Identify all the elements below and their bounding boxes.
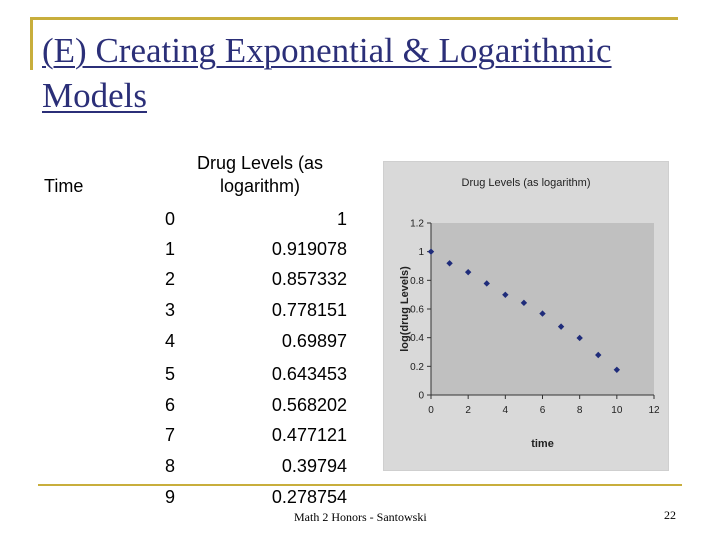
x-axis-label: time bbox=[531, 438, 554, 450]
x-tick-label: 12 bbox=[648, 405, 660, 416]
drug-level-cell: 0.643453 bbox=[271, 364, 347, 384]
drug-column-header: Drug Levels (as logarithm) bbox=[196, 153, 324, 196]
data-point bbox=[483, 280, 490, 287]
time-cell: 8 bbox=[165, 456, 176, 476]
time-cell: 6 bbox=[165, 395, 176, 415]
scatter-chart: Drug Levels (as logarithm) 0 0.2 0.4 0.6 0.8 1… bbox=[383, 161, 669, 471]
y-tick-label: 1.2 bbox=[410, 219, 424, 230]
chart-title: Drug Levels (as logarithm) bbox=[462, 177, 591, 189]
drug-level-cell: 0.857332 bbox=[271, 269, 347, 289]
frame-accent-top bbox=[30, 17, 678, 20]
data-point bbox=[539, 310, 546, 317]
x-tick-label: 10 bbox=[611, 405, 623, 416]
time-cell: 9 bbox=[165, 487, 176, 507]
plot-area bbox=[431, 223, 654, 395]
x-tick-label: 2 bbox=[465, 405, 471, 416]
data-point bbox=[427, 248, 435, 255]
frame-accent-vertical bbox=[30, 17, 33, 70]
drug-level-cell: 0.477121 bbox=[271, 425, 347, 445]
y-tick-label: 0.6 bbox=[410, 305, 424, 316]
y-tick-label: 0.8 bbox=[410, 276, 424, 287]
y-tick-label: 0 bbox=[418, 391, 424, 402]
drug-level-cell: 0.568202 bbox=[271, 395, 347, 415]
time-cell: 4 bbox=[165, 331, 176, 351]
drug-level-cell: 0.919078 bbox=[271, 239, 347, 259]
y-tick-label: 0.2 bbox=[410, 362, 424, 373]
time-cell: 5 bbox=[165, 364, 176, 384]
drug-level-cell: 0.778151 bbox=[271, 300, 347, 320]
x-tick-label: 8 bbox=[577, 405, 583, 416]
x-tick-label: 0 bbox=[428, 405, 434, 416]
data-point bbox=[464, 268, 472, 276]
y-tick-label: 0.4 bbox=[410, 333, 424, 344]
drug-level-cell: 1 bbox=[336, 209, 347, 229]
y-tick-label: 1 bbox=[418, 247, 424, 258]
time-cell: 2 bbox=[165, 269, 176, 289]
time-cell: 0 bbox=[165, 209, 176, 229]
drug-level-cell: 0.39794 bbox=[281, 456, 347, 476]
page-number: 22 bbox=[664, 508, 676, 522]
y-axis-label: log(drug Levels) bbox=[399, 266, 411, 352]
time-column-header: Time bbox=[44, 176, 84, 196]
footer-text: Math 2 Honors - Santowski bbox=[294, 510, 427, 524]
chart-svg: Drug Levels (as logarithm) 0 0.2 0.4 0.6 0.8 1… bbox=[384, 162, 668, 470]
drug-level-cell: 0.69897 bbox=[281, 331, 347, 351]
x-tick-label: 4 bbox=[503, 405, 509, 416]
x-tick-label: 6 bbox=[540, 405, 546, 416]
time-cell: 1 bbox=[165, 239, 176, 259]
time-cell: 7 bbox=[165, 425, 176, 445]
drug-level-cell: 0.278754 bbox=[271, 487, 347, 507]
data-point bbox=[595, 351, 602, 359]
frame-accent-bottom bbox=[38, 484, 682, 486]
slide-title: (E) Creating Exponential & Logarithmic M… bbox=[42, 31, 612, 115]
data-point bbox=[446, 260, 453, 267]
data-point bbox=[502, 291, 509, 299]
time-cell: 3 bbox=[165, 300, 176, 320]
